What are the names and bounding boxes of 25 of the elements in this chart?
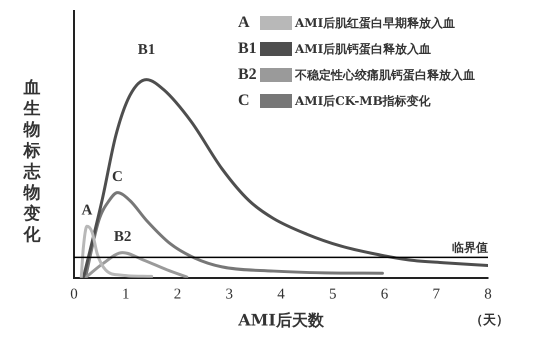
annotation: B2 xyxy=(114,229,132,246)
annotation: C xyxy=(112,168,123,185)
text: A xyxy=(238,14,250,31)
x-tick-label: 0 xyxy=(70,286,78,303)
x-tick-label: 8 xyxy=(484,286,492,303)
ref-line-label: 临界值 xyxy=(452,240,488,255)
legend-label: AMI后肌钙蛋白释放入血 xyxy=(295,40,432,58)
x-axis-title: AMI后天数 xyxy=(237,310,325,330)
legend-label: 不稳定性心绞痛肌钙蛋白释放入血 xyxy=(295,66,475,84)
text: B1 xyxy=(238,40,257,57)
text: B2 xyxy=(238,66,257,83)
text: （天） xyxy=(470,312,509,329)
annotation: A xyxy=(82,202,93,219)
text: C xyxy=(238,92,250,109)
text: B1 xyxy=(138,42,156,58)
x-tick-label: 1 xyxy=(122,286,130,303)
x-tick-label: 6 xyxy=(380,286,389,303)
x-tick-label: 4 xyxy=(277,286,286,303)
x-tick-label: 5 xyxy=(329,286,336,303)
legend-label: AMI后CK-MB指标变化 xyxy=(295,92,431,110)
legend-label: AMI后肌红蛋白早期释放入血 xyxy=(295,14,456,32)
x-tick-label: 7 xyxy=(432,286,440,303)
x-tick-label: 3 xyxy=(226,286,233,303)
x-tick-label: 2 xyxy=(174,286,182,303)
y-axis-title: 血生物标志物变化 xyxy=(22,78,42,246)
